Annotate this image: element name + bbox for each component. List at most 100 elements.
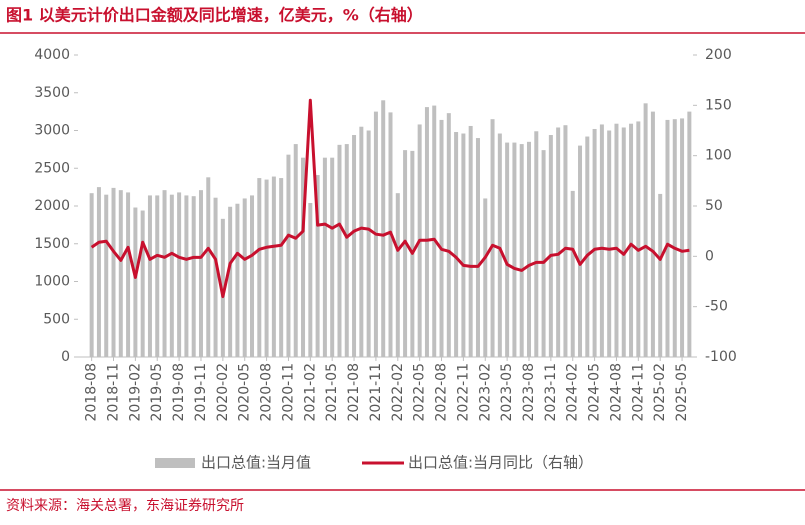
y2-tick-label: -100 <box>705 349 737 365</box>
bar <box>563 125 568 357</box>
x-tick-label: 2025-05 <box>674 363 690 422</box>
bar <box>169 194 174 357</box>
bar <box>250 195 255 357</box>
y-tick-label: 2000 <box>34 198 70 214</box>
bar <box>526 141 531 357</box>
bar <box>352 135 357 357</box>
x-tick-label: 2022-02 <box>390 363 406 422</box>
bar <box>629 123 634 357</box>
bar <box>658 193 663 357</box>
bar <box>541 150 546 357</box>
bar <box>366 130 371 357</box>
x-tick-label: 2018-08 <box>84 363 100 422</box>
bar <box>578 145 583 357</box>
x-tick-label: 2019-08 <box>171 363 187 422</box>
y-tick-label: 2500 <box>34 160 70 176</box>
bar <box>439 119 444 358</box>
bar <box>140 210 145 357</box>
bar <box>497 133 502 357</box>
y-tick-label: 3500 <box>34 85 70 101</box>
bar <box>344 144 349 357</box>
bar <box>490 119 495 357</box>
y-tick-label: 500 <box>43 311 70 327</box>
x-tick-label: 2019-11 <box>193 363 209 422</box>
bar <box>483 198 488 357</box>
source: 资料来源：海关总署，东海证券研究所 <box>6 498 244 514</box>
bar <box>242 198 247 357</box>
legend-label: 出口总值:当月值 <box>201 454 311 472</box>
y2-tick-label: -50 <box>705 299 728 315</box>
x-tick-label: 2025-02 <box>652 363 668 422</box>
x-tick-label: 2021-02 <box>302 363 318 422</box>
bar <box>337 144 342 357</box>
x-tick-label: 2020-02 <box>215 363 231 422</box>
bar <box>162 190 167 357</box>
bar <box>206 177 211 357</box>
y-tick-label: 1500 <box>34 236 70 252</box>
x-tick-label: 2024-05 <box>587 363 603 422</box>
bar <box>454 132 459 357</box>
bar <box>104 194 109 357</box>
bar <box>330 157 335 357</box>
bar <box>155 195 160 357</box>
x-tick-label: 2021-05 <box>324 363 340 422</box>
bar <box>381 100 386 358</box>
y2-tick-label: 50 <box>705 198 723 214</box>
y-tick-label: 3000 <box>34 123 70 139</box>
bar <box>301 157 306 357</box>
bar <box>191 196 196 357</box>
y-tick-label: 1000 <box>34 274 70 290</box>
y-tick-label: 4000 <box>34 47 70 63</box>
bar <box>475 138 480 357</box>
bar <box>607 130 612 357</box>
bar <box>424 107 429 357</box>
x-tick-label: 2024-02 <box>565 363 581 422</box>
bar <box>147 195 152 357</box>
bar <box>534 131 539 357</box>
y2-tick-label: 100 <box>705 148 732 164</box>
x-tick-label: 2020-08 <box>259 363 275 422</box>
legend-label: 出口总值:当月同比（右轴） <box>408 454 593 472</box>
bar <box>213 197 218 357</box>
bar <box>636 121 641 357</box>
page-title: 图1 以美元计价出口金额及同比增速，亿美元，%（右轴） <box>6 6 423 25</box>
y-tick-label: 0 <box>61 349 70 365</box>
bar <box>315 175 320 357</box>
x-tick-label: 2019-05 <box>149 363 165 422</box>
x-tick-label: 2020-05 <box>237 363 253 422</box>
bar <box>687 111 692 357</box>
bar <box>592 128 597 357</box>
x-tick-label: 2022-08 <box>434 363 450 422</box>
bar <box>468 125 473 357</box>
x-tick-label: 2019-02 <box>127 363 143 422</box>
bar <box>228 206 233 357</box>
bar <box>118 190 123 357</box>
bar <box>359 126 364 357</box>
bar <box>126 192 131 357</box>
bar <box>96 187 101 357</box>
x-tick-label: 2021-11 <box>368 363 384 422</box>
bar <box>599 124 604 358</box>
bar <box>279 178 284 357</box>
bar <box>286 154 291 357</box>
y2-tick-label: 0 <box>705 248 714 264</box>
y2-tick-label: 200 <box>705 47 732 63</box>
bar <box>271 176 276 357</box>
x-tick-label: 2021-08 <box>346 363 362 422</box>
line <box>90 98 690 299</box>
bar <box>461 133 466 357</box>
bar <box>177 192 182 357</box>
bar <box>89 193 94 357</box>
x-tick-label: 2023-02 <box>477 363 493 422</box>
bar <box>235 203 240 357</box>
x-tick-label: 2024-11 <box>630 363 646 422</box>
x-tick-label: 2022-11 <box>455 363 471 422</box>
x-tick-label: 2023-05 <box>499 363 515 422</box>
bar <box>264 179 269 357</box>
bar <box>220 218 225 357</box>
bar <box>198 190 203 357</box>
bar <box>395 193 400 357</box>
y2-tick-label: 150 <box>705 97 732 113</box>
bar <box>680 118 685 357</box>
